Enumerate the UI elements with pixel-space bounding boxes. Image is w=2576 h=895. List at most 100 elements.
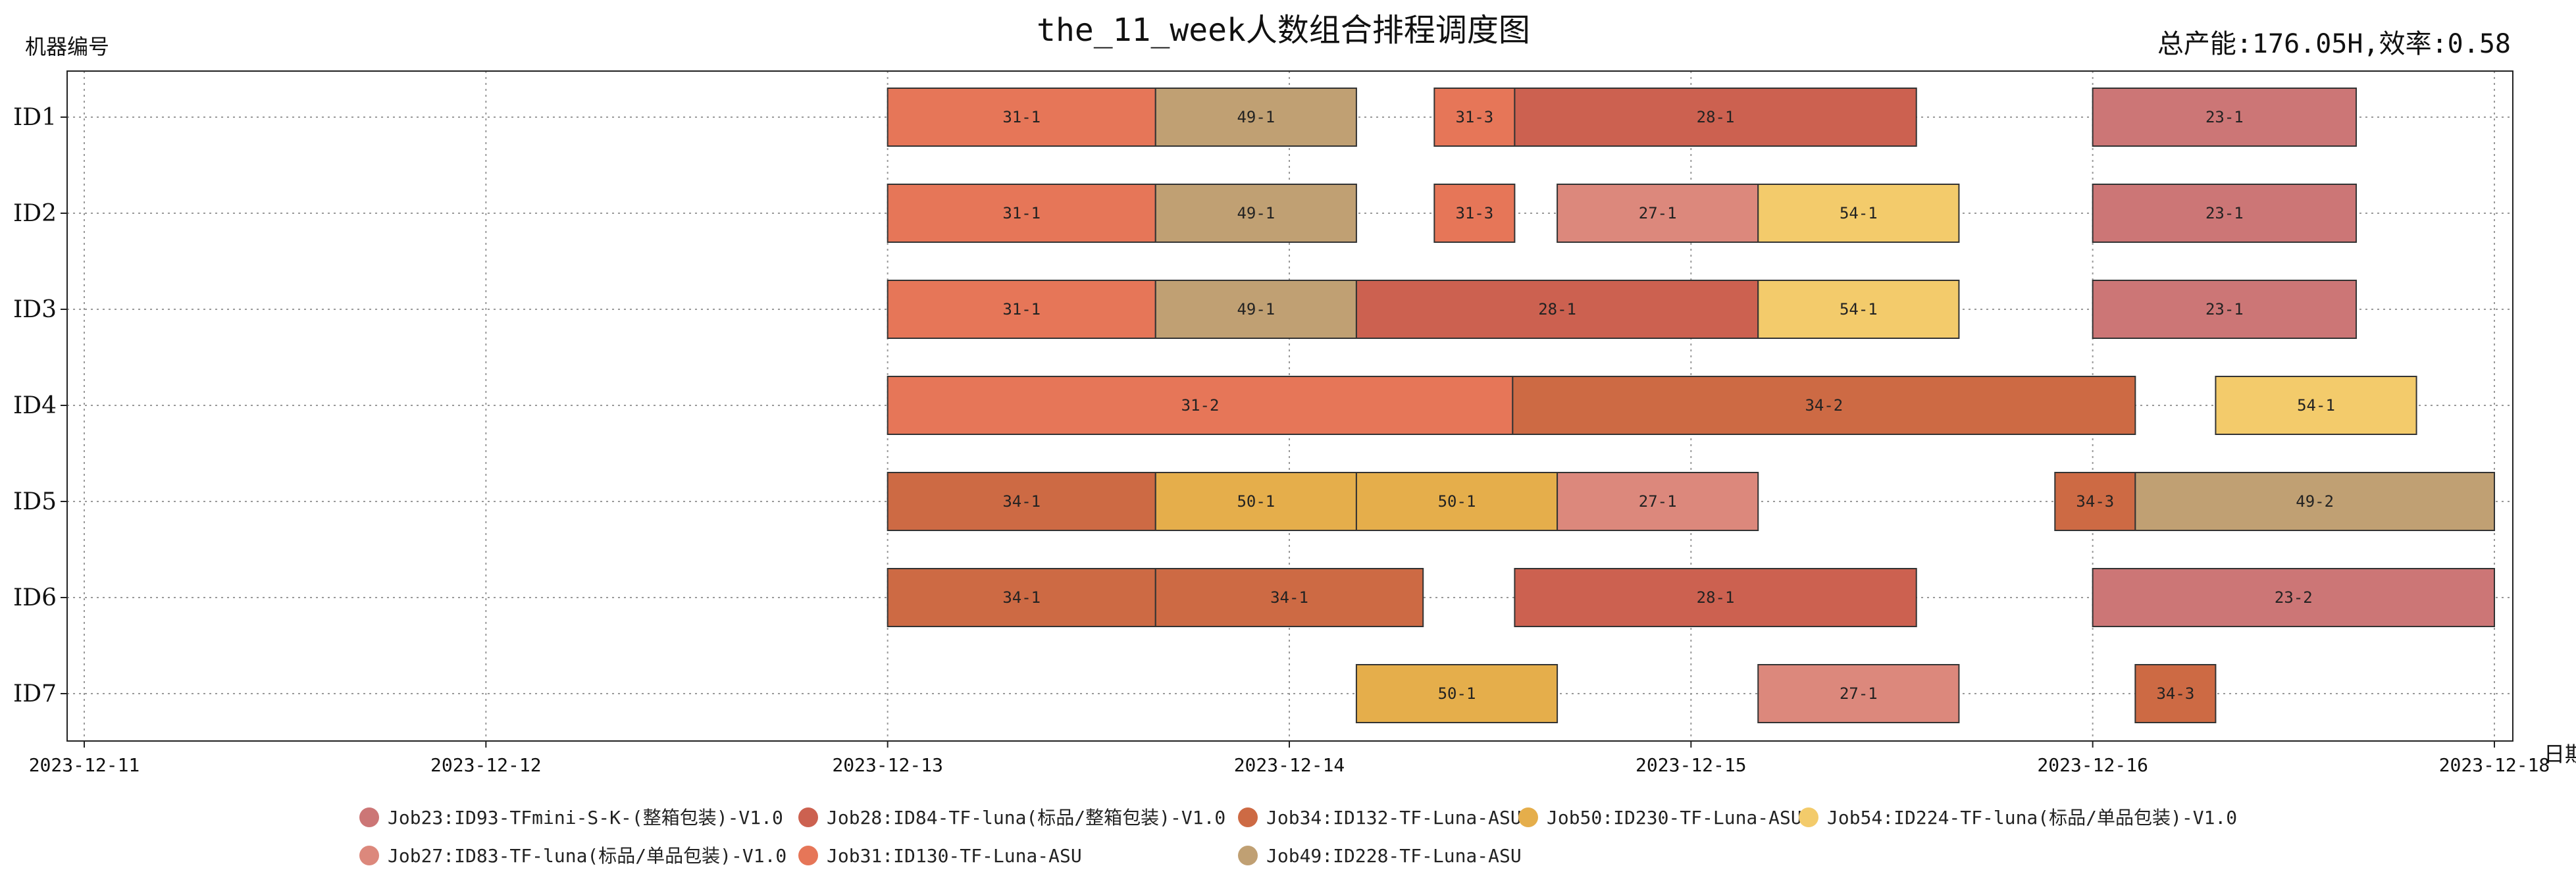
task-bar-group: 50-1 bbox=[1154, 472, 1357, 531]
legend-marker bbox=[359, 846, 379, 865]
task-bar-label: 54-1 bbox=[2297, 396, 2335, 415]
task-bar-group: 28-1 bbox=[1514, 88, 1917, 147]
legend-label: Job28:ID84-TF-luna(标品/整箱包装)-V1.0 bbox=[827, 807, 1225, 829]
y-tick-label: ID7 bbox=[13, 680, 57, 707]
task-bar-group: 28-1 bbox=[1514, 568, 1917, 627]
task-bar bbox=[1433, 184, 1516, 243]
legend-item: Job34:ID132-TF-Luna-ASU bbox=[1238, 807, 1522, 829]
task-bar-group: 31-1 bbox=[887, 88, 1156, 147]
legend-item: Job23:ID93-TFmini-S-K-(整箱包装)-V1.0 bbox=[359, 807, 783, 829]
task-bar-label: 28-1 bbox=[1697, 108, 1735, 126]
legend-label: Job31:ID130-TF-Luna-ASU bbox=[827, 845, 1082, 867]
task-bar-group: 34-2 bbox=[1512, 376, 2136, 435]
task-bar-label: 28-1 bbox=[1697, 588, 1735, 607]
legend-item: Job27:ID83-TF-luna(标品/单品包装)-V1.0 bbox=[359, 845, 786, 867]
task-bar-label: 34-3 bbox=[2156, 684, 2194, 703]
task-bar-group: 28-1 bbox=[1355, 280, 1759, 339]
task-bar bbox=[1355, 472, 1558, 531]
x-tick-label: 2023-12-14 bbox=[1234, 754, 1345, 776]
y-tick-label: ID3 bbox=[13, 296, 57, 323]
task-bar-label: 31-1 bbox=[1002, 300, 1041, 319]
task-bar bbox=[887, 376, 1514, 435]
task-bar-group: 23-2 bbox=[2092, 568, 2496, 627]
task-bar-group: 23-1 bbox=[2092, 88, 2357, 147]
y-tick-label: ID4 bbox=[13, 392, 57, 419]
task-bar bbox=[1757, 664, 1960, 723]
task-bar-group: 31-3 bbox=[1433, 88, 1516, 147]
y-axis-label: 机器编号 bbox=[25, 34, 109, 59]
task-bar-label: 27-1 bbox=[1639, 204, 1677, 222]
legend-label: Job34:ID132-TF-Luna-ASU bbox=[1266, 807, 1522, 829]
task-bar-group: 27-1 bbox=[1757, 664, 1960, 723]
chart-title: the_11_week人数组合排程调度图 bbox=[1037, 12, 1530, 49]
task-bar bbox=[1512, 376, 2136, 435]
task-bar-label: 28-1 bbox=[1538, 300, 1576, 319]
legend-marker bbox=[1799, 807, 1818, 827]
task-bar bbox=[1154, 184, 1357, 243]
legend-item: Job28:ID84-TF-luna(标品/整箱包装)-V1.0 bbox=[798, 807, 1225, 829]
task-bar-label: 50-1 bbox=[1237, 492, 1275, 511]
task-bar-label: 49-1 bbox=[1237, 108, 1275, 126]
task-bar bbox=[1514, 88, 1917, 147]
task-bar bbox=[1757, 280, 1960, 339]
task-bar-label: 23-1 bbox=[2205, 108, 2244, 126]
legend-label: Job49:ID228-TF-Luna-ASU bbox=[1266, 845, 1522, 867]
task-bar-group: 34-1 bbox=[1154, 568, 1424, 627]
task-bar-label: 23-2 bbox=[2275, 588, 2313, 607]
x-tick-label: 2023-12-18 bbox=[2439, 754, 2550, 776]
task-bar-group: 50-1 bbox=[1355, 664, 1558, 723]
legend-marker bbox=[1518, 807, 1538, 827]
y-tick-label: ID5 bbox=[13, 488, 57, 515]
task-bar-label: 49-2 bbox=[2296, 492, 2334, 511]
y-tick-label: ID6 bbox=[13, 584, 57, 611]
task-bar-label: 50-1 bbox=[1438, 492, 1476, 511]
task-bar bbox=[2215, 376, 2417, 435]
task-bar bbox=[1154, 568, 1424, 627]
task-bar-label: 34-1 bbox=[1002, 492, 1041, 511]
task-bar-group: 49-1 bbox=[1154, 88, 1357, 147]
x-tick-label: 2023-12-16 bbox=[2037, 754, 2148, 776]
task-bar bbox=[1355, 664, 1558, 723]
task-bar-label: 50-1 bbox=[1438, 684, 1476, 703]
task-bar bbox=[2134, 472, 2496, 531]
task-bar bbox=[2092, 280, 2357, 339]
task-bar-group: 49-2 bbox=[2134, 472, 2496, 531]
legend: Job23:ID93-TFmini-S-K-(整箱包装)-V1.0 Job28:I… bbox=[359, 807, 2237, 867]
task-bar-group: 49-1 bbox=[1154, 184, 1357, 243]
task-bar-group: 23-1 bbox=[2092, 184, 2357, 243]
task-bar-group: 54-1 bbox=[1757, 280, 1960, 339]
task-bar-group: 34-1 bbox=[887, 472, 1156, 531]
task-bar-group: 54-1 bbox=[2215, 376, 2417, 435]
task-bar bbox=[1355, 280, 1759, 339]
legend-label: Job50:ID230-TF-Luna-ASU bbox=[1547, 807, 1802, 829]
task-bar-label: 23-1 bbox=[2205, 300, 2244, 319]
task-bar-group: 49-1 bbox=[1154, 280, 1357, 339]
y-tick-label: ID2 bbox=[13, 200, 57, 227]
task-bar-label: 27-1 bbox=[1639, 492, 1677, 511]
task-bar-label: 31-3 bbox=[1455, 204, 1493, 222]
task-bar-group: 27-1 bbox=[1557, 472, 1759, 531]
x-tick-label: 2023-12-13 bbox=[832, 754, 943, 776]
legend-item: Job31:ID130-TF-Luna-ASU bbox=[798, 845, 1082, 867]
task-bar-label: 49-1 bbox=[1237, 204, 1275, 222]
legend-marker bbox=[798, 807, 818, 827]
task-bar bbox=[1514, 568, 1917, 627]
task-bar-label: 31-2 bbox=[1181, 396, 1220, 415]
task-bar-label: 31-1 bbox=[1002, 108, 1041, 126]
legend-marker bbox=[1238, 807, 1258, 827]
legend-item: Job50:ID230-TF-Luna-ASU bbox=[1518, 807, 1802, 829]
task-bar-group: 34-1 bbox=[887, 568, 1156, 627]
y-axis-ticks: ID1 ID2 ID3 ID4 ID5 ID6 ID7 bbox=[13, 104, 67, 707]
task-bar bbox=[1154, 472, 1357, 531]
task-bar-label: 27-1 bbox=[1840, 684, 1878, 703]
task-bar bbox=[1557, 472, 1759, 531]
task-bar-label: 54-1 bbox=[1840, 300, 1878, 319]
task-bar-label: 49-1 bbox=[1237, 300, 1275, 319]
task-bar-label: 34-3 bbox=[2076, 492, 2114, 511]
legend-label: Job54:ID224-TF-luna(标品/单品包装)-V1.0 bbox=[1827, 807, 2237, 829]
legend-label: Job27:ID83-TF-luna(标品/单品包装)-V1.0 bbox=[388, 845, 786, 867]
x-tick-label: 2023-12-11 bbox=[29, 754, 140, 776]
task-bar-label: 34-1 bbox=[1270, 588, 1308, 607]
task-bar bbox=[2134, 664, 2217, 723]
